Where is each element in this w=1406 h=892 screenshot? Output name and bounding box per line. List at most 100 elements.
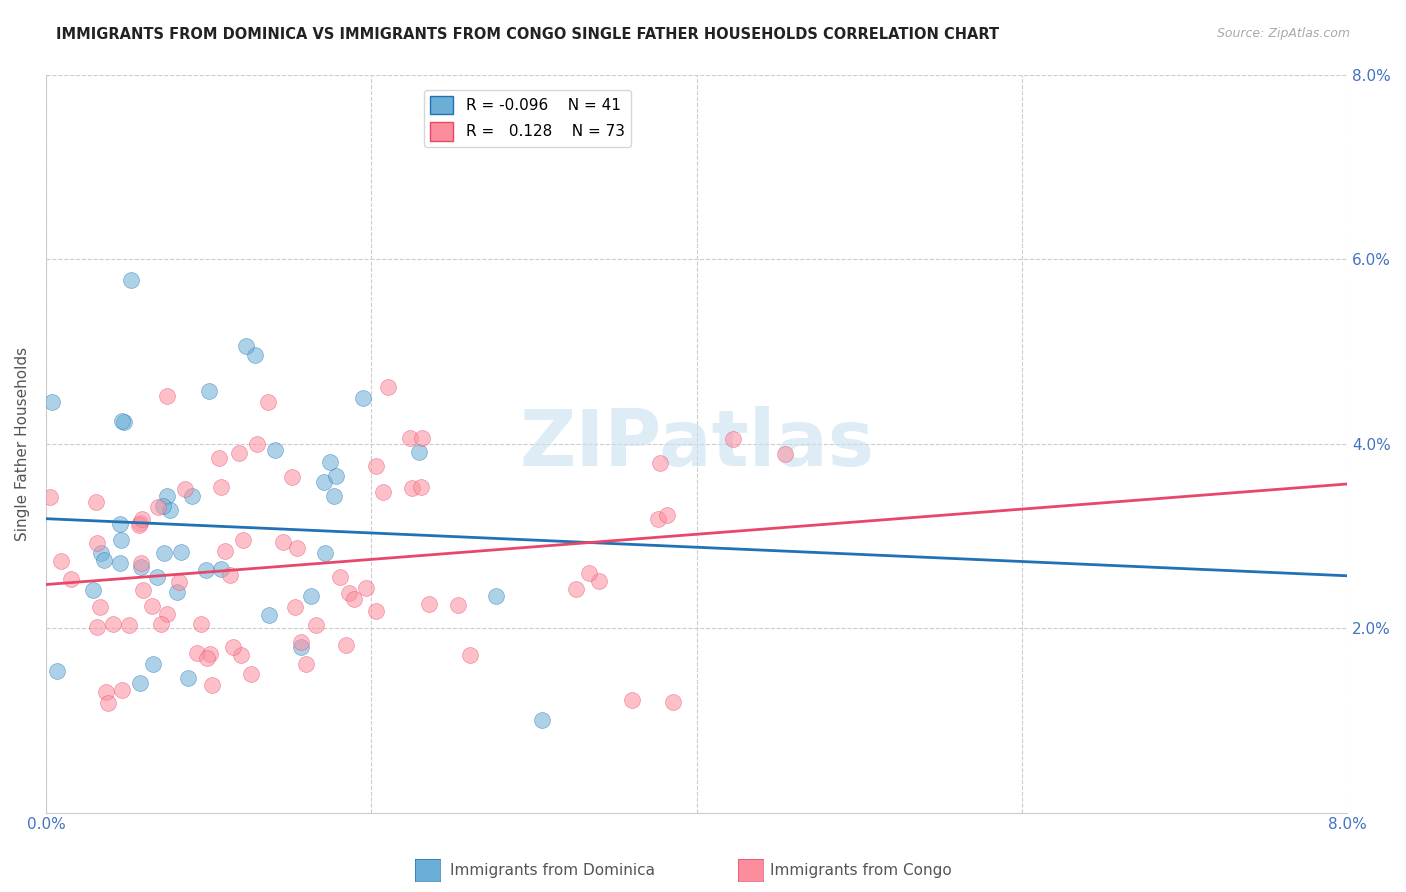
Point [59, 572, 82, 586]
Point [129, 560, 152, 574]
Point [565, 582, 588, 596]
Point [167, 575, 190, 590]
Point [232, 533, 254, 548]
Point [773, 447, 796, 461]
Point [335, 638, 357, 652]
Point [290, 640, 312, 654]
Point [264, 443, 287, 458]
Point [214, 543, 236, 558]
Point [319, 455, 342, 469]
Point [259, 607, 281, 622]
Point [41, 395, 63, 409]
Point [257, 395, 280, 409]
Point [229, 648, 252, 662]
Point [399, 431, 422, 445]
Point [352, 391, 374, 405]
Point [284, 599, 307, 614]
Text: Immigrants from Dominica: Immigrants from Dominica [450, 863, 655, 878]
Point [201, 677, 224, 691]
Point [208, 451, 231, 466]
Point [418, 597, 440, 611]
Point [271, 535, 294, 549]
Point [110, 533, 132, 548]
Point [366, 604, 388, 618]
Text: IMMIGRANTS FROM DOMINICA VS IMMIGRANTS FROM CONGO SINGLE FATHER HOUSEHOLDS CORRE: IMMIGRANTS FROM DOMINICA VS IMMIGRANTS F… [56, 27, 1000, 42]
Point [408, 445, 430, 459]
Point [152, 499, 174, 513]
Point [401, 481, 423, 495]
Point [128, 518, 150, 533]
Point [89, 599, 111, 614]
Point [142, 657, 165, 671]
Point [94, 684, 117, 698]
Point [588, 574, 610, 589]
Point [304, 617, 326, 632]
Point [97, 696, 120, 710]
Text: Immigrants from Congo: Immigrants from Congo [770, 863, 952, 878]
Point [49, 554, 72, 568]
Point [246, 437, 269, 451]
Point [655, 508, 678, 523]
Point [222, 640, 245, 655]
Point [228, 445, 250, 459]
Point [411, 431, 433, 445]
Point [166, 585, 188, 599]
Point [141, 599, 163, 614]
Point [170, 545, 193, 559]
Point [93, 553, 115, 567]
Y-axis label: Single Father Households: Single Father Households [15, 346, 30, 541]
Point [120, 273, 142, 287]
Point [578, 566, 600, 580]
Point [108, 517, 131, 532]
Point [621, 693, 644, 707]
Point [485, 589, 508, 603]
Point [647, 512, 669, 526]
Point [149, 616, 172, 631]
Point [195, 563, 218, 577]
Point [377, 380, 399, 394]
Point [197, 384, 219, 398]
Point [290, 635, 312, 649]
Point [146, 500, 169, 514]
Point [186, 646, 208, 660]
Text: Source: ZipAtlas.com: Source: ZipAtlas.com [1216, 27, 1350, 40]
Point [46, 664, 69, 678]
Point [209, 480, 232, 494]
Point [128, 516, 150, 531]
Point [323, 489, 346, 503]
Point [661, 695, 683, 709]
Point [411, 480, 433, 494]
Point [156, 607, 179, 621]
Point [312, 475, 335, 489]
Point [315, 546, 337, 560]
Point [354, 581, 377, 595]
Point [111, 683, 134, 698]
Point [152, 546, 174, 560]
Point [460, 648, 482, 662]
Point [190, 617, 212, 632]
Point [447, 598, 470, 612]
Point [90, 545, 112, 559]
Point [103, 616, 125, 631]
Point [84, 495, 107, 509]
Point [145, 570, 167, 584]
Point [159, 503, 181, 517]
Point [111, 414, 134, 428]
Point [219, 567, 242, 582]
Point [108, 556, 131, 570]
Point [337, 586, 360, 600]
Point [239, 666, 262, 681]
Point [235, 339, 257, 353]
Text: ZIPatlas: ZIPatlas [519, 406, 875, 482]
Point [195, 651, 218, 665]
Point [243, 347, 266, 361]
Point [131, 512, 153, 526]
Point [173, 482, 195, 496]
Point [371, 484, 394, 499]
Point [177, 671, 200, 685]
Point [325, 469, 347, 483]
Point [299, 589, 322, 603]
Point [38, 490, 60, 504]
Point [285, 541, 308, 555]
Point [343, 591, 366, 606]
